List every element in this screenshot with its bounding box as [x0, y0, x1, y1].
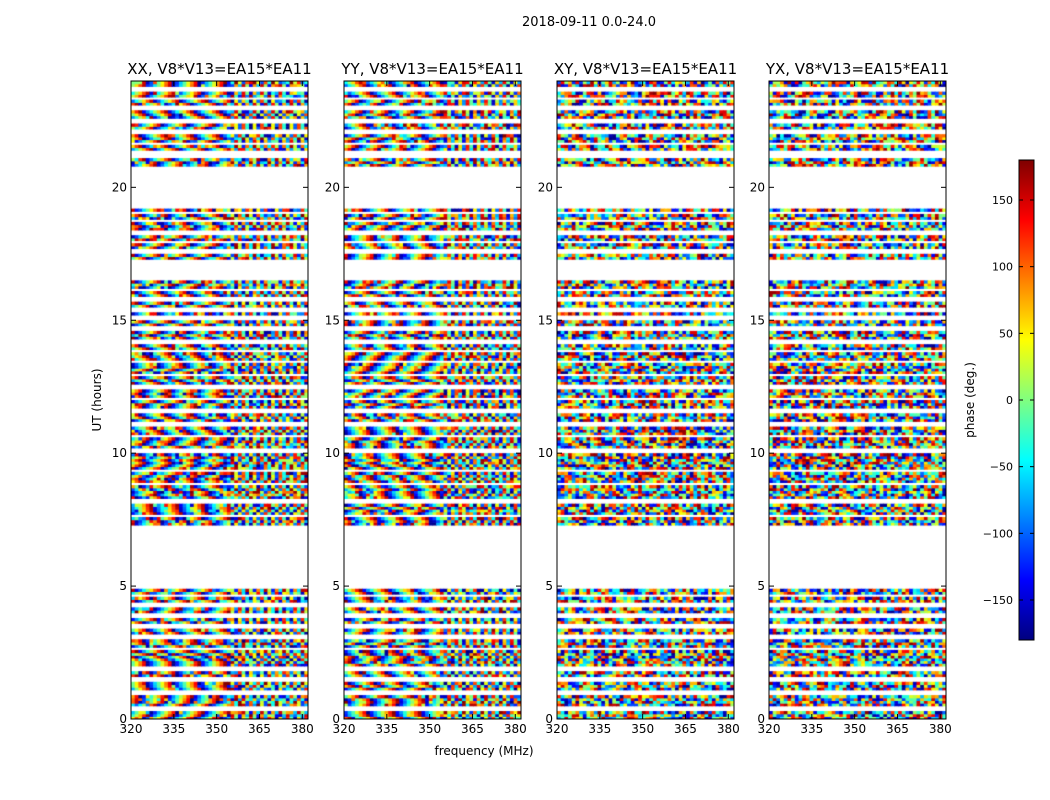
x-tick-label: 380 — [504, 722, 527, 736]
x-tick-label: 350 — [205, 722, 228, 736]
y-tick-label: 20 — [750, 180, 765, 194]
x-tick-label: 380 — [291, 722, 314, 736]
panel-frame — [343, 80, 522, 720]
x-tick-label: 320 — [546, 722, 569, 736]
panel-frame — [768, 80, 947, 720]
colorbar-label: phase (deg.) — [963, 362, 977, 438]
panel-3: YX, V8*V13=EA15*EA11 320 335 350 365 380 0 5 10 1… — [750, 60, 952, 736]
y-tick-label: 10 — [112, 446, 127, 460]
y-tick-label: 0 — [332, 712, 340, 726]
colorbar: −150 −100 −50 0 50 100 150 — [983, 159, 1035, 641]
y-tick-label: 10 — [325, 446, 340, 460]
x-tick-label: 350 — [843, 722, 866, 736]
x-tick-label: 320 — [333, 722, 356, 736]
x-tick-label: 320 — [120, 722, 143, 736]
y-axis-label: UT (hours) — [90, 368, 104, 431]
y-tick-label: 20 — [112, 180, 127, 194]
x-tick-label: 365 — [461, 722, 484, 736]
y-tick-label: 0 — [545, 712, 553, 726]
panel-title: YX, V8*V13=EA15*EA11 — [765, 60, 949, 78]
colorbar-tick-label: 50 — [999, 327, 1013, 340]
x-tick-label: 320 — [758, 722, 781, 736]
colorbar-tick-label: 100 — [992, 261, 1013, 274]
colorbar-tick-label: −100 — [983, 527, 1013, 540]
panel-heatmap — [769, 81, 946, 719]
colorbar-tick-label: −50 — [990, 461, 1013, 474]
x-tick-label: 335 — [800, 722, 823, 736]
panel-1: YY, V8*V13=EA15*EA11 320 335 350 365 380 0 5 10 1… — [325, 60, 527, 736]
x-tick-label: 350 — [631, 722, 654, 736]
x-axis-label: frequency (MHz) — [434, 744, 533, 758]
y-tick-label: 0 — [119, 712, 127, 726]
panel-title: YY, V8*V13=EA15*EA11 — [340, 60, 523, 78]
colorbar-tick-label: −150 — [983, 594, 1013, 607]
colorbar-tick-label: 0 — [1006, 394, 1013, 407]
y-tick-label: 15 — [112, 313, 127, 327]
y-tick-label: 0 — [757, 712, 765, 726]
y-tick-label: 5 — [119, 579, 127, 593]
x-tick-label: 380 — [929, 722, 952, 736]
y-tick-label: 20 — [538, 180, 553, 194]
y-tick-label: 15 — [750, 313, 765, 327]
y-tick-label: 15 — [325, 313, 340, 327]
panel-heatmap — [344, 81, 521, 719]
panel-frame — [556, 80, 735, 720]
x-tick-label: 365 — [248, 722, 271, 736]
y-tick-label: 5 — [545, 579, 553, 593]
panel-0: XX, V8*V13=EA15*EA11 320 335 350 365 380 0 5 10 1… — [112, 60, 314, 736]
x-tick-label: 335 — [162, 722, 185, 736]
figure-title: 2018-09-11 0.0-24.0 — [522, 15, 656, 30]
y-tick-label: 15 — [538, 313, 553, 327]
y-tick-label: 5 — [332, 579, 340, 593]
colorbar-tick-label: 150 — [992, 194, 1013, 207]
y-tick-label: 10 — [750, 446, 765, 460]
y-tick-label: 10 — [538, 446, 553, 460]
panels-group: XX, V8*V13=EA15*EA11 320 335 350 365 380 0 5 10 1… — [112, 60, 952, 736]
x-tick-label: 335 — [375, 722, 398, 736]
panel-title: XX, V8*V13=EA15*EA11 — [127, 60, 311, 78]
panel-heatmap — [131, 81, 308, 719]
x-tick-label: 335 — [588, 722, 611, 736]
panel-2: XY, V8*V13=EA15*EA11 320 335 350 365 380 0 5 10 1… — [538, 60, 740, 736]
x-tick-label: 365 — [674, 722, 697, 736]
x-tick-label: 365 — [886, 722, 909, 736]
panel-heatmap — [557, 81, 734, 719]
x-tick-label: 380 — [717, 722, 740, 736]
panel-title: XY, V8*V13=EA15*EA11 — [554, 60, 737, 78]
y-tick-label: 5 — [757, 579, 765, 593]
y-tick-label: 20 — [325, 180, 340, 194]
panel-frame — [130, 80, 309, 720]
x-tick-label: 350 — [418, 722, 441, 736]
